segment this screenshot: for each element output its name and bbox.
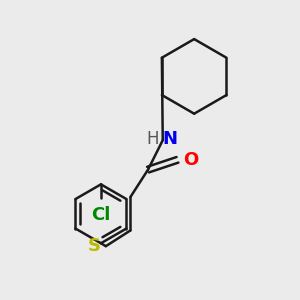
- Text: H: H: [146, 130, 159, 148]
- Text: N: N: [163, 130, 178, 148]
- Text: Cl: Cl: [91, 206, 111, 224]
- Text: O: O: [183, 151, 199, 169]
- Text: S: S: [88, 237, 100, 255]
